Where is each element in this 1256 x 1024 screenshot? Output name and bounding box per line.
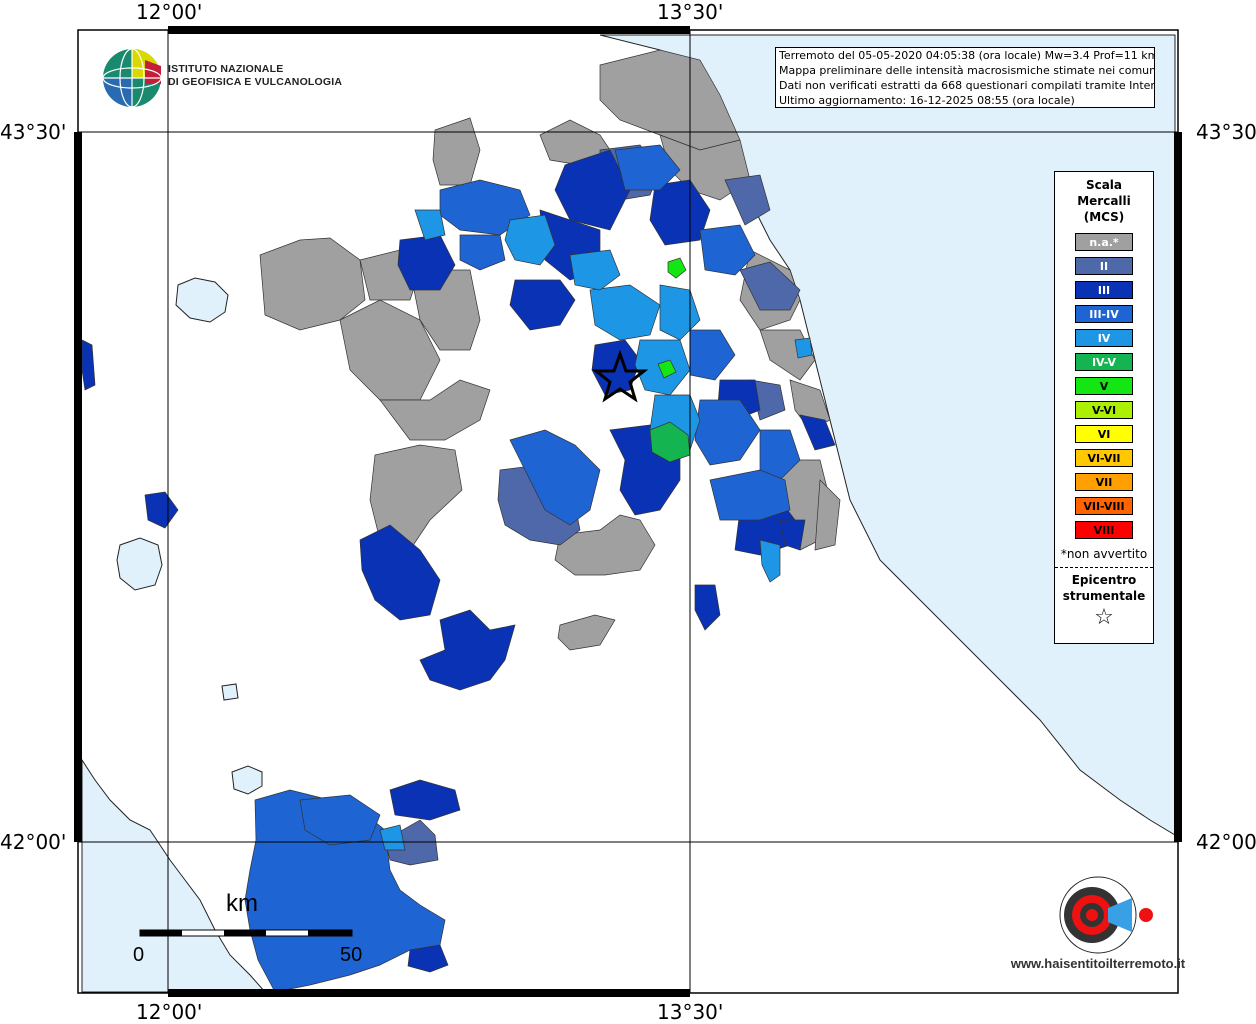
lake-trasimeno: [175, 277, 229, 323]
legend-title-1: Scala: [1085, 178, 1123, 192]
legend-item: VIII: [1075, 521, 1133, 539]
lat-label-right-bottom: 42°00': [1196, 830, 1256, 854]
legend-item: II: [1075, 257, 1133, 275]
legend-item: VII-VIII: [1075, 497, 1133, 515]
legend-epicentre: Epicentro strumentale: [1055, 572, 1153, 604]
lake-small-1: [221, 683, 239, 701]
tyrrhenian-sea: [81, 758, 267, 993]
legend-item: VI-VII: [1075, 449, 1133, 467]
scale-max: 50: [340, 944, 363, 966]
info-line-1: Terremoto del 05-05-2020 04:05:38 (ora l…: [779, 49, 1154, 62]
legend-item: III: [1075, 281, 1133, 299]
lake-bolsena: [116, 537, 163, 591]
epicentre-star-icon: [591, 349, 649, 403]
legend-item: IV: [1075, 329, 1133, 347]
lat-label-left-bottom: 42°00': [0, 830, 67, 854]
legend-item: VII: [1075, 473, 1133, 491]
region-iii: [81, 149, 836, 973]
legend-title-3: (MCS): [1083, 210, 1125, 224]
mcs-legend: Scala Mercalli (MCS) n.a.* II III III-IV IV I…: [1054, 171, 1154, 644]
region-v-1: [667, 257, 687, 279]
frame-ticks: [74, 26, 1182, 997]
lon-label-bottom-left: 12°00': [136, 1000, 203, 1024]
lake-bracciano: [231, 765, 263, 795]
legend-separator: [1055, 567, 1153, 568]
lat-label-right-top: 43°30': [1196, 120, 1256, 144]
scale-bar: [139, 929, 353, 937]
legend-item: V-VI: [1075, 401, 1133, 419]
legend-epicentre-1: Epicentro: [1071, 573, 1137, 587]
graticule: [78, 30, 1178, 993]
scale-unit: km: [226, 890, 258, 917]
legend-title-2: Mercalli: [1077, 194, 1131, 208]
scale-min: 0: [133, 944, 145, 966]
ingv-logo-line1: ISTITUTO NAZIONALE: [168, 63, 284, 75]
ingv-logo-text: ISTITUTO NAZIONALE DI GEOFISICA E VULCAN…: [168, 63, 342, 89]
lon-label-top-left: 12°00': [136, 0, 203, 24]
legend-epicentre-2: strumentale: [1062, 589, 1146, 603]
lon-label-top-right: 13°30': [657, 0, 724, 24]
info-line-2: Mappa preliminare delle intensità macros…: [779, 64, 1154, 77]
region-v-2: [657, 359, 677, 379]
info-line-3: Dati non verificati estratti da 668 ques…: [779, 79, 1154, 92]
haisentito-logo-icon: [1059, 876, 1153, 954]
legend-star-icon: ☆: [1094, 605, 1114, 630]
ingv-logo-icon: [102, 48, 162, 108]
region-iii-iv: [244, 144, 801, 993]
event-info-box: Terremoto del 05-05-2020 04:05:38 (ora l…: [775, 47, 1155, 108]
legend-title: Scala Mercalli (MCS): [1055, 177, 1153, 225]
lat-label-left-top: 43°30': [0, 120, 67, 144]
region-iv: [379, 209, 813, 851]
legend-item: IV-V: [1075, 353, 1133, 371]
legend-item: V: [1075, 377, 1133, 395]
lon-label-bottom-right: 13°30': [657, 1000, 724, 1024]
info-line-4: Ultimo aggiornamento: 16-12-2025 08:55 (…: [779, 94, 1075, 107]
ingv-logo-line2: DI GEOFISICA E VULCANOLOGIA: [168, 76, 343, 88]
legend-items: n.a.* II III III-IV IV IV-V V V-VI VI VI-VII VII VI…: [1055, 233, 1153, 539]
legend-item: III-IV: [1075, 305, 1133, 323]
legend-item: n.a.*: [1075, 233, 1133, 251]
legend-item: VI: [1075, 425, 1133, 443]
legend-note: *non avvertito: [1060, 547, 1148, 561]
haisentito-watermark-text: www.haisentitoilterremoto.it: [1010, 956, 1186, 971]
